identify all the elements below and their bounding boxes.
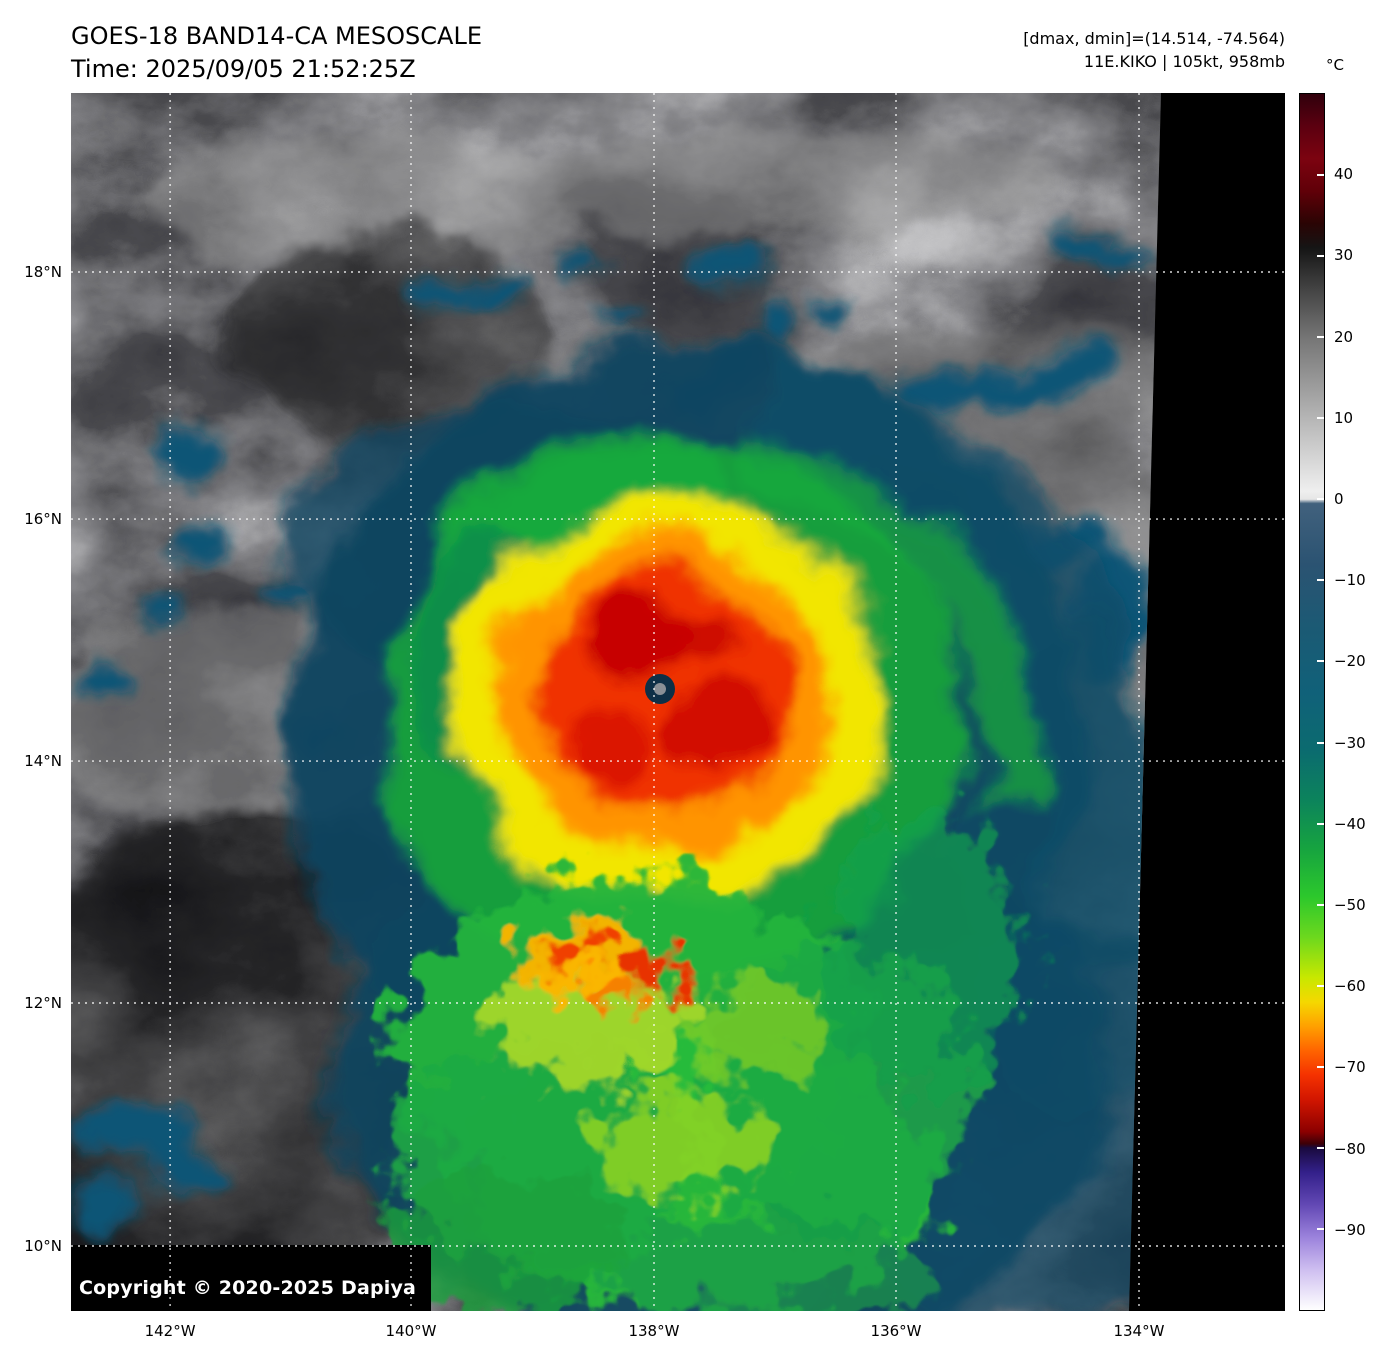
lat-tick-label: 18°N — [24, 263, 62, 282]
title-block: GOES-18 BAND14-CA MESOSCALE Time: 2025/0… — [71, 20, 482, 86]
colorbar-unit-label: °C — [1326, 56, 1344, 74]
colorbar-tick-mark — [1317, 579, 1324, 582]
lon-tick-label: 140°W — [385, 1322, 437, 1340]
colorbar-tick-label: −10 — [1334, 571, 1366, 590]
colorbar-tick-mark — [1317, 498, 1324, 501]
colorbar-tick-mark — [1317, 1065, 1324, 1068]
colorbar-tick-label: −50 — [1334, 896, 1366, 914]
scan-data-region — [71, 93, 1161, 1311]
colorbar-tick-mark — [1317, 336, 1324, 339]
lon-tick-label: 134°W — [1113, 1322, 1165, 1340]
temperature-colorbar — [1299, 93, 1325, 1311]
colorbar-tick-label: −70 — [1334, 1058, 1366, 1077]
dmax-dmin-readout: [dmax, dmin]=(14.514, -74.564) — [1023, 29, 1285, 48]
colorbar-tick-mark — [1317, 1227, 1324, 1230]
lon-tick-label: 138°W — [628, 1322, 680, 1340]
colorbar-tick-label: −90 — [1334, 1220, 1366, 1239]
colorbar-tick-mark — [1317, 174, 1324, 177]
southern-convection — [381, 813, 1021, 1311]
lat-tick-label: 10°N — [24, 1236, 62, 1255]
lat-lon-gridlines — [71, 93, 1285, 1311]
satellite-map-panel: Copyright © 2020-2025 Dapiya — [71, 93, 1285, 1311]
colorbar-tick-mark — [1317, 660, 1324, 663]
colorbar-tick-mark — [1317, 1146, 1324, 1149]
satellite-image — [71, 93, 1285, 1311]
colorbar-tick-mark — [1317, 417, 1324, 420]
bottom-left-black-strip — [71, 1245, 431, 1311]
lat-tick-label: 14°N — [24, 752, 62, 771]
colorbar-tick-label: 0 — [1334, 490, 1344, 508]
colorbar-tick-label: 30 — [1334, 246, 1354, 265]
hurricane-eye — [645, 674, 675, 704]
colorbar-tick-label: −60 — [1334, 977, 1366, 996]
copyright-notice: Copyright © 2020-2025 Dapiya — [79, 1277, 417, 1299]
colorbar-tick-label: 20 — [1334, 327, 1354, 346]
storm-info: 11E.KIKO | 105kt, 958mb — [1083, 52, 1285, 71]
colorbar-tick-label: −40 — [1334, 814, 1366, 833]
colorbar-tick-mark — [1317, 255, 1324, 258]
lon-tick-label: 136°W — [870, 1322, 922, 1340]
colorbar-tick-mark — [1317, 741, 1324, 744]
colorbar-tick-mark — [1317, 822, 1324, 825]
colorbar-tick-label: 10 — [1334, 408, 1354, 427]
timestamp: Time: 2025/09/05 21:52:25Z — [71, 55, 416, 83]
colorbar-tick-label: −30 — [1334, 733, 1366, 752]
product-title: GOES-18 BAND14-CA MESOSCALE — [71, 22, 482, 50]
colorbar-tick-mark — [1317, 984, 1324, 987]
colorbar-tick-label: −20 — [1334, 652, 1366, 671]
colorbar-tick-label: 40 — [1334, 165, 1354, 184]
lon-tick-label: 142°W — [144, 1322, 196, 1340]
colorbar-tick-mark — [1317, 903, 1324, 906]
lat-tick-label: 16°N — [24, 510, 62, 529]
info-block: [dmax, dmin]=(14.514, -74.564) 11E.KIKO … — [1023, 27, 1285, 73]
colorbar-tick-label: −80 — [1334, 1139, 1366, 1158]
lat-tick-label: 12°N — [24, 993, 62, 1012]
